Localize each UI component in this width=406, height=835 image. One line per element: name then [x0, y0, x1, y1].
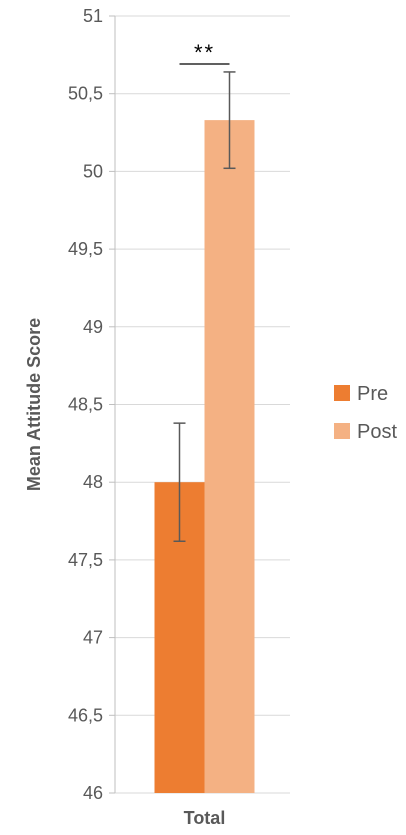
y-axis-title: Mean Attitude Score [24, 318, 44, 491]
bars [154, 120, 255, 794]
bar-post [204, 120, 255, 794]
significance-marker: ** [179, 40, 230, 65]
legend-swatch-pre [334, 385, 350, 401]
x-category-label: Total [184, 808, 226, 828]
legend-label-pre: Pre [357, 383, 388, 405]
y-tick-label: 46 [83, 783, 103, 803]
y-tick-label: 46,5 [68, 705, 103, 725]
legend: Pre Post [334, 383, 397, 443]
y-tick-label: 47 [83, 628, 103, 648]
x-category-labels: Total [184, 808, 226, 828]
significance-label: ** [194, 40, 215, 65]
y-tick-label: 47,5 [68, 550, 103, 570]
error-bars [173, 71, 236, 543]
y-tick-label: 50 [83, 161, 103, 181]
legend-swatch-post [334, 423, 350, 439]
y-tick-label: 51 [83, 6, 103, 26]
y-tick-label: 49 [83, 317, 103, 337]
y-tick-labels: 46 46,5 47 47,5 48 48,5 49 49,5 50 50,5 51 [68, 6, 103, 803]
y-tick-label: 50,5 [68, 84, 103, 104]
legend-label-post: Post [357, 421, 397, 443]
y-tick-label: 49,5 [68, 239, 103, 259]
y-tick-label: 48,5 [68, 395, 103, 415]
y-tick-label: 48 [83, 472, 103, 492]
